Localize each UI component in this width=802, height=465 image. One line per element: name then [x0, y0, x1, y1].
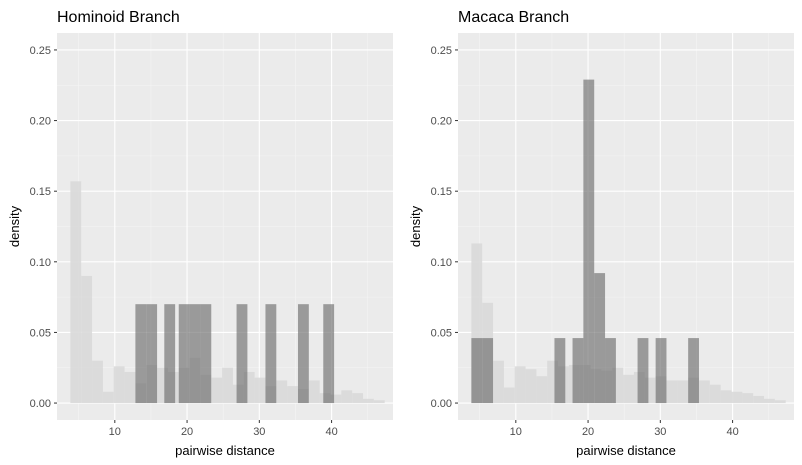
background-bar — [698, 380, 710, 404]
background-bar — [503, 387, 515, 404]
background-bar — [677, 380, 689, 404]
background-bar — [471, 243, 483, 404]
background-bar — [666, 380, 678, 404]
y-tick-label: 0.05 — [30, 327, 51, 339]
foreground-bar — [236, 304, 248, 404]
foreground-bar — [200, 304, 212, 404]
background-bar — [308, 380, 320, 404]
background-bar — [92, 360, 103, 404]
background-bar — [547, 360, 559, 404]
x-tick-label: 40 — [726, 426, 738, 438]
background-bar — [709, 384, 721, 404]
foreground-bar — [637, 338, 649, 404]
background-bar — [774, 400, 786, 404]
y-tick-label: 0.10 — [30, 257, 51, 269]
background-bar — [525, 369, 537, 404]
x-axis-label: pairwise distance — [576, 443, 676, 458]
background-bar — [536, 376, 548, 404]
background-bar — [373, 400, 385, 404]
foreground-bar — [688, 338, 699, 404]
y-tick-label: 0.20 — [30, 116, 51, 128]
background-bar — [493, 360, 504, 404]
background-bar — [753, 395, 765, 404]
background-bar — [363, 398, 374, 404]
foreground-bar — [146, 304, 158, 404]
background-bar — [341, 390, 353, 404]
background-bar — [243, 371, 255, 404]
foreground-bar — [265, 304, 277, 404]
background-bar — [720, 390, 732, 404]
background-bar — [157, 367, 168, 404]
background-bar — [514, 366, 526, 404]
foreground-bar — [572, 338, 584, 404]
background-bar — [124, 371, 136, 404]
y-tick-label: 0.20 — [431, 116, 452, 128]
x-tick-label: 10 — [510, 426, 522, 438]
background-bar — [612, 367, 624, 404]
x-tick-label: 20 — [181, 426, 193, 438]
background-bar — [623, 374, 634, 404]
background-bar — [211, 377, 223, 404]
background-bar — [70, 181, 82, 404]
background-bar — [644, 377, 656, 404]
x-tick-label: 10 — [109, 426, 121, 438]
background-bar — [764, 398, 775, 404]
foreground-bar — [164, 304, 176, 404]
background-bar — [352, 393, 364, 404]
y-tick-label: 0.15 — [30, 186, 51, 198]
foreground-bar — [135, 304, 147, 404]
background-bar — [254, 377, 266, 404]
chart-panel-1: 10 20 30 40 0.00 0.05 0.10 0.15 0.20 0.25 pairwise… — [7, 9, 393, 458]
foreground-bar — [605, 338, 616, 404]
background-bar — [276, 380, 288, 404]
y-tick-label: 0.05 — [431, 327, 452, 339]
background-bar — [742, 393, 754, 404]
chart-title: Hominoid Branch — [57, 9, 180, 26]
background-bar — [81, 275, 93, 404]
y-tick-label: 0.25 — [431, 45, 452, 57]
y-tick-label: 0.15 — [431, 186, 452, 198]
foreground-bar — [178, 304, 190, 404]
x-axis-label: pairwise distance — [175, 443, 275, 458]
background-bar — [113, 366, 125, 404]
foreground-bar — [583, 79, 595, 404]
x-tick-label: 40 — [325, 426, 337, 438]
foreground-bar — [297, 304, 309, 404]
foreground-bar — [189, 304, 201, 404]
background-bar — [102, 391, 114, 404]
y-tick-label: 0.10 — [431, 257, 452, 269]
x-tick-label: 30 — [654, 426, 666, 438]
foreground-bar — [594, 273, 606, 404]
x-tick-label: 20 — [582, 426, 594, 438]
foreground-bar — [323, 304, 335, 404]
y-tick-label: 0.25 — [30, 45, 51, 57]
foreground-bar — [482, 338, 494, 404]
y-axis-label: density — [408, 205, 423, 247]
foreground-bar — [554, 338, 566, 404]
background-bar — [731, 391, 743, 404]
background-bar — [287, 386, 298, 404]
chart-title: Macaca Branch — [458, 9, 569, 26]
background-bar — [222, 367, 233, 404]
chart-panel-2: 10 20 30 40 0.00 0.05 0.10 0.15 0.20 0.25 pairwise… — [408, 9, 794, 458]
foreground-bar — [471, 338, 483, 404]
x-tick-label: 30 — [253, 426, 265, 438]
background-bar — [330, 394, 342, 404]
y-tick-label: 0.00 — [30, 398, 51, 410]
foreground-bar — [655, 338, 667, 404]
y-axis-label: density — [7, 205, 22, 247]
y-tick-label: 0.00 — [431, 398, 452, 410]
